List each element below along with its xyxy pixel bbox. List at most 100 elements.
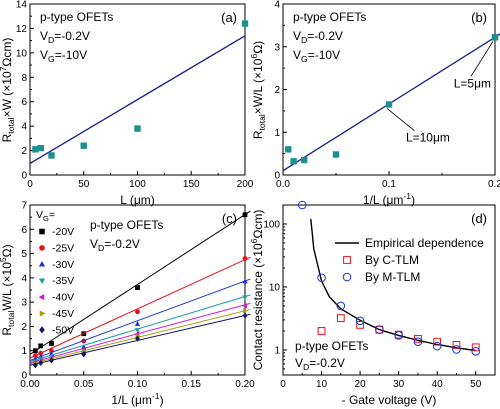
x-tick-label: 200 [237,179,254,190]
y-tick-label: 12 [16,24,28,35]
x-tick-label: 50 [470,379,482,390]
callout-line [470,41,494,77]
data-point [285,146,292,153]
data-point [242,256,248,261]
data-point [242,212,248,218]
data-point [32,353,38,358]
panel-label: (c) [222,211,237,226]
y-tick-label: 0 [21,171,27,182]
x-tick-label: 40 [432,379,444,390]
panel-label: (b) [471,10,487,25]
data-point [301,156,308,164]
data-point [38,350,44,356]
data-point [38,343,44,349]
y-tick-label: 1 [274,128,280,139]
x-axis-label: L (μm) [120,193,154,207]
panel-a: (a) L (μm) Rtotal×W (×107Ωcm) 0 50 100 150 200 0… [0,0,254,207]
m-tlm-point [413,337,423,347]
legend-label: -30V [52,259,74,271]
m-tlm-point [452,345,461,354]
y-tick-label: 14 [16,0,28,11]
annotation: VD=-0.2V [90,237,140,253]
y-tick-label: 10 [16,48,28,59]
x-tick-label: 0 [27,179,33,190]
data-point [332,151,340,158]
data-point [32,362,38,369]
x-tick-label: 0.00 [20,379,40,390]
legend-marker [38,260,46,267]
panel-label: (d) [471,211,487,226]
data-point [243,308,248,314]
x-tick-label: 0.05 [74,379,94,390]
data-point [134,328,141,333]
data-point [242,312,248,319]
data-point [241,20,249,27]
x-tick-label: 50 [78,179,90,190]
x-axis-label: 1/L (μm-1) [111,391,163,407]
x-tick-label: 0.15 [182,379,202,390]
data-point [242,303,247,309]
y-tick-label: 4 [21,273,27,284]
data-point [80,142,87,149]
annotation: p-type OFETs [293,10,366,24]
callout-line [386,108,415,131]
x-tick-label: 0.10 [128,379,148,390]
y-axis-label: Rtotal×W (×107Ωcm) [0,38,16,143]
y-axis-label: Contact resistance (×106Ωcm) [249,210,265,371]
callout-label: L=10μm [406,131,450,145]
annotation: p-type OFETs [295,339,368,353]
legend-marker [39,326,45,334]
legend-label: By M-TLM [365,270,420,284]
c-tlm-point [317,327,326,335]
legend-marker [38,294,45,301]
c-tlm-point [414,334,422,343]
legend-title: VG= [36,209,55,223]
y-tick-label: 4 [274,0,280,11]
data-point [135,285,140,290]
annotation: VG=-10V [40,48,87,64]
x-tick-label: 10 [316,379,328,390]
y-tick-label: 3 [274,42,280,53]
y-tick-label: 10 [269,282,281,293]
fit-line [29,210,251,355]
m-tlm-point [394,331,403,340]
data-point [242,295,248,301]
y-tick-label: 2 [274,85,280,96]
legend-label: -35V [52,275,74,287]
legend-label: -20V [52,226,74,238]
fit-line [29,313,251,366]
m-tlm-point [432,341,442,351]
data-point [134,125,141,132]
m-tlm-point [471,347,481,356]
x-tick-label: 20 [355,379,367,390]
data-point [48,152,55,159]
y-tick-label: 3 [21,298,27,309]
fit-line [29,256,251,359]
m-tlm-point [317,273,326,283]
y-tick-label: 1 [274,345,280,356]
data-point [491,34,499,41]
x-tick-label: 0.2 [488,179,500,190]
fit-line [29,294,251,363]
m-tlm-point [375,325,384,334]
data-point [32,146,39,153]
data-point [38,359,44,366]
x-axis-label: 1/L (μm-1) [363,191,415,207]
data-point [49,341,54,346]
x-tick-label: 0.0 [276,179,290,190]
data-point [32,348,38,354]
data-point [134,321,141,326]
x-tick-label: 100 [129,179,146,190]
y-tick-label: 100 [263,219,280,230]
panel-c: (c) 1/L (μm-1) RtotalW/L (×105Ω) 0.00 0.05 0.… [0,201,255,408]
x-tick-label: 150 [183,179,200,190]
y-tick-label: 4 [21,122,27,133]
c-tlm-point [336,314,345,323]
legend-label: By C-TLM [365,253,419,267]
x-axis-label: - Gate voltage (V) [342,393,437,407]
y-tick-label: 2 [21,322,27,333]
legend-label: -50V [52,324,74,336]
data-point [242,278,248,284]
x-tick-label: 0 [280,379,286,390]
